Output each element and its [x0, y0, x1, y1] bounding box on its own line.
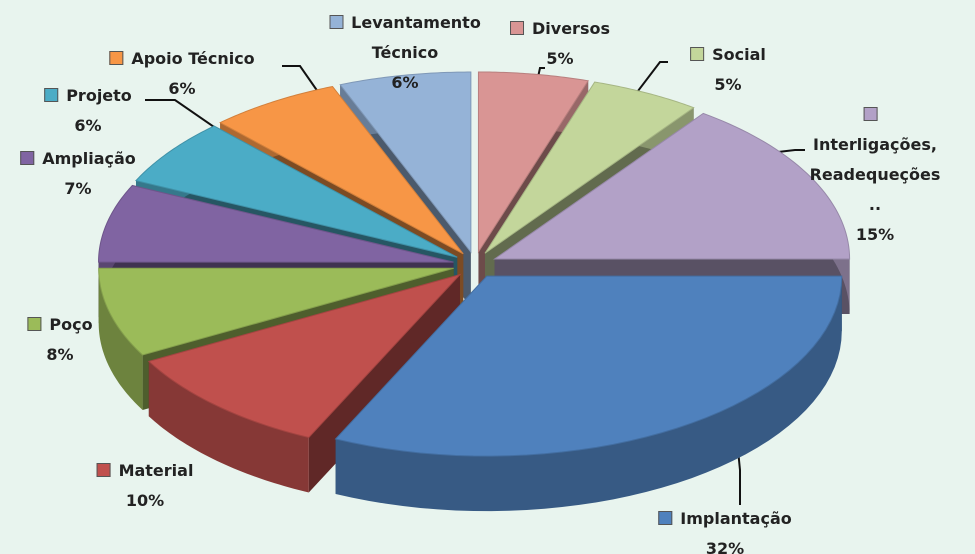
slice [135, 125, 458, 258]
category-name: Ampliação [42, 149, 136, 168]
legend-marker [27, 317, 42, 331]
slice-wall [148, 361, 309, 493]
category-name: Levantamento Técnico [351, 13, 481, 62]
slice [339, 71, 472, 254]
slice-label: Poço 8% [27, 310, 93, 370]
legend-marker [658, 511, 673, 525]
value-label: 8% [46, 345, 74, 364]
slice [493, 112, 851, 260]
legend-marker [44, 88, 59, 102]
category-name: Projeto [66, 86, 132, 105]
slice [147, 273, 462, 439]
value-label: 32% [705, 539, 745, 554]
slice-label: Social 5% [690, 40, 766, 100]
category-name: Diversos [532, 19, 610, 38]
slice [219, 85, 464, 255]
category-name: Material [118, 461, 194, 480]
value-label: 10% [125, 491, 165, 510]
value-label: 6% [168, 79, 196, 98]
slice [477, 71, 589, 254]
legend-marker [109, 51, 124, 65]
slice [334, 275, 843, 457]
slice [98, 184, 454, 263]
legend-marker [96, 463, 111, 477]
value-label: 7% [64, 179, 92, 198]
slice-label: Implantação 32% [658, 504, 792, 554]
category-name: Apoio Técnico [131, 49, 255, 68]
legend-marker [863, 107, 878, 121]
slice-label: Interligações, Readequeções .. 15% [809, 100, 941, 250]
slice [98, 267, 454, 356]
category-name: Social [712, 45, 766, 64]
slice-label: Ampliação 7% [20, 144, 136, 204]
slice-label: Projeto 6% [44, 81, 132, 141]
value-label: 15% [855, 225, 895, 244]
slice-wall [335, 276, 842, 512]
category-name: Poço [49, 315, 93, 334]
slice-label: Levantamento Técnico 6% [323, 8, 488, 98]
value-label: 5% [546, 49, 574, 68]
legend-marker [329, 15, 344, 29]
category-name: Implantação [680, 509, 792, 528]
value-label: 6% [74, 116, 102, 135]
slice-label: Diversos 5% [510, 14, 610, 74]
legend-marker [20, 151, 35, 165]
slice-label: Material 10% [96, 456, 194, 516]
value-label: 6% [391, 73, 419, 92]
value-label: 5% [714, 75, 742, 94]
category-name: Interligações, Readequeções .. [809, 135, 941, 214]
leader-line [777, 149, 805, 153]
pie [98, 71, 851, 512]
slice-wall [98, 268, 143, 410]
slice-label: Apoio Técnico 6% [109, 44, 255, 104]
leader-line [145, 99, 231, 139]
legend-marker [510, 21, 525, 35]
legend-marker [690, 47, 705, 61]
slice [484, 81, 695, 254]
leader-line [737, 449, 741, 505]
